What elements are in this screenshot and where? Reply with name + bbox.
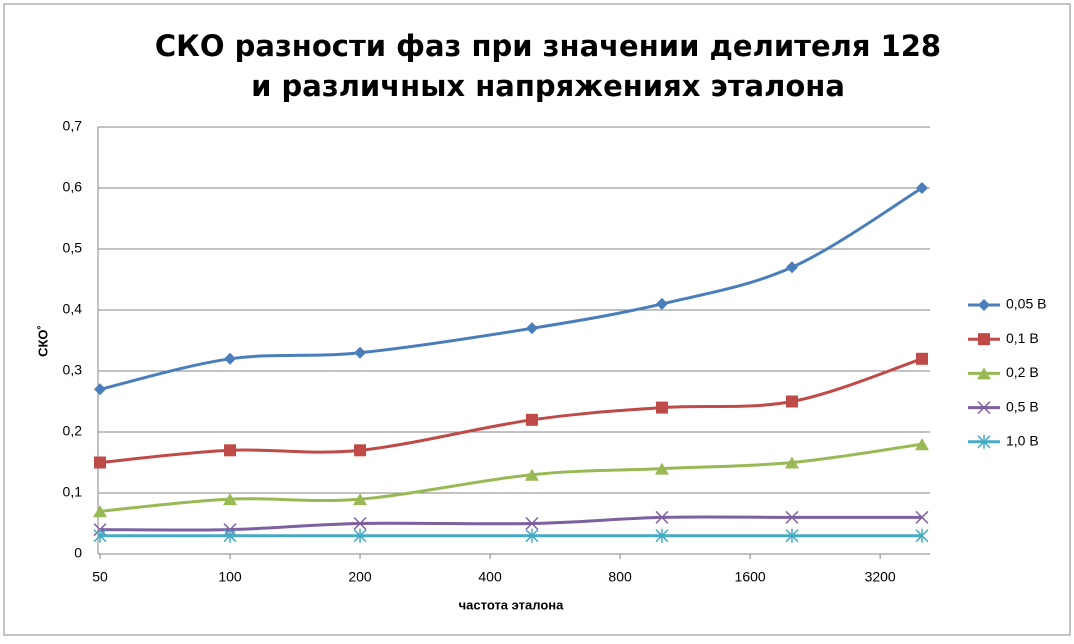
marker xyxy=(93,528,107,543)
legend-label: 0,2 В xyxy=(1006,364,1039,380)
marker xyxy=(94,456,106,469)
legend-label: 0,1 В xyxy=(1006,330,1039,346)
x-tick-label: 100 xyxy=(218,569,242,585)
marker xyxy=(785,528,799,543)
marker xyxy=(354,444,367,457)
marker xyxy=(654,462,669,475)
marker xyxy=(525,413,538,426)
legend-label: 0,05 В xyxy=(1006,296,1046,312)
y-tick-label: 0,2 xyxy=(63,423,83,439)
marker xyxy=(353,493,368,506)
x-tick-label: 1600 xyxy=(735,569,766,585)
marker xyxy=(785,261,798,274)
marker xyxy=(916,352,928,365)
marker xyxy=(915,438,929,451)
marker xyxy=(223,528,237,543)
chart-subtitle: и различных напряжениях эталона xyxy=(251,69,845,103)
y-axis-label: СКО˚ xyxy=(35,325,50,357)
marker xyxy=(977,401,991,415)
marker xyxy=(978,299,990,311)
marker xyxy=(785,510,799,524)
y-tick-label: 0,5 xyxy=(63,240,83,256)
legend-label: 1,0 В xyxy=(1006,433,1039,449)
marker xyxy=(655,510,669,524)
x-tick-label: 200 xyxy=(348,569,372,585)
x-tick-label: 800 xyxy=(608,569,632,585)
legend-label: 0,5 В xyxy=(1006,398,1039,414)
marker xyxy=(224,352,237,365)
marker xyxy=(224,444,237,457)
marker xyxy=(525,528,539,543)
marker xyxy=(94,383,106,396)
chart-title: СКО разности фаз при значении делителя 1… xyxy=(155,29,941,63)
marker xyxy=(353,516,367,531)
marker xyxy=(978,333,990,346)
marker xyxy=(915,510,929,524)
marker xyxy=(785,395,798,408)
y-tick-label: 0 xyxy=(74,545,82,561)
marker xyxy=(525,516,539,531)
x-tick-label: 400 xyxy=(478,569,502,585)
y-tick-label: 0,1 xyxy=(63,484,83,500)
marker xyxy=(977,434,991,449)
marker xyxy=(353,528,367,543)
marker xyxy=(977,367,991,380)
marker xyxy=(915,528,929,543)
y-tick-label: 0,3 xyxy=(63,362,83,378)
marker xyxy=(916,182,928,194)
y-tick-label: 0,7 xyxy=(63,118,83,134)
marker xyxy=(655,401,668,414)
y-tick-label: 0,4 xyxy=(63,301,83,317)
marker xyxy=(784,456,799,469)
x-tick-label: 50 xyxy=(92,569,108,585)
x-tick-label: 3200 xyxy=(865,569,896,585)
marker xyxy=(655,297,668,310)
marker xyxy=(655,528,669,543)
marker xyxy=(525,322,538,335)
marker xyxy=(223,493,238,506)
x-axis-label: частота эталона xyxy=(459,597,565,612)
marker xyxy=(354,346,367,359)
marker xyxy=(524,468,539,481)
marker xyxy=(93,505,107,518)
y-tick-label: 0,6 xyxy=(63,179,83,195)
